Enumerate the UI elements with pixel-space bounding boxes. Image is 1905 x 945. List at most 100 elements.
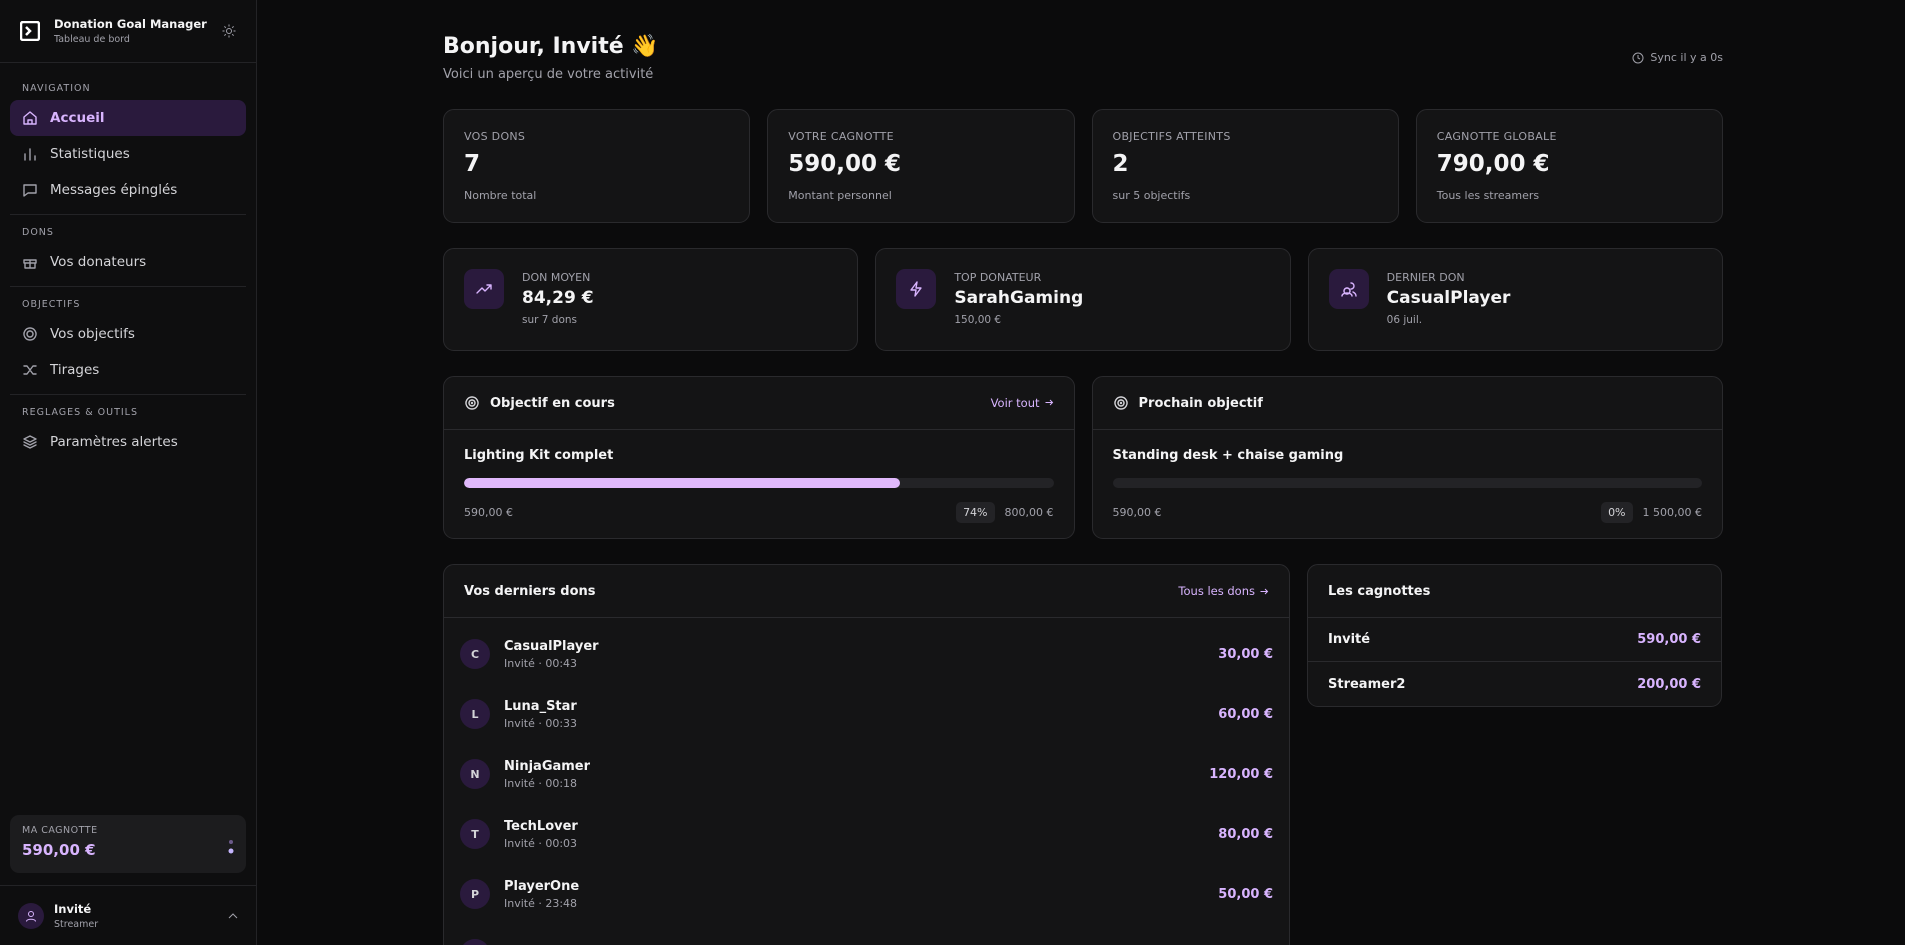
main: Bonjour, Invité 👋 Voici un aperçu de vot… <box>257 0 1723 945</box>
nav-item[interactable]: Vos objectifs <box>10 316 246 352</box>
header: Bonjour, Invité 👋 Voici un aperçu de vot… <box>443 34 1723 109</box>
nav-item[interactable]: Paramètres alertes <box>10 424 246 460</box>
progress-track <box>1112 478 1702 488</box>
donation-list: C CasualPlayer Invité · 00:43 30,00 € L Luna_… <box>444 618 1289 945</box>
greeting: Bonjour, Invité 👋 <box>443 34 659 59</box>
nav-label: Statistiques <box>50 146 130 162</box>
icon <box>22 434 38 450</box>
navigation: NAVIGATION Accueil Statistiques Messages ép… <box>0 63 256 815</box>
wallet-amount: 590,00 € <box>22 841 96 859</box>
highlight-card: DON MOYEN 84,29 € sur 7 dons <box>443 248 859 351</box>
progress-track <box>464 478 1054 488</box>
donation: C CasualPlayer Invité · 00:43 30,00 € <box>444 624 1289 684</box>
nav-label: Vos objectifs <box>50 326 135 342</box>
pots-card: Les cagnottes Invité 590,00 € Streamer2 200… <box>1307 564 1722 707</box>
donor-initial: C <box>460 639 490 669</box>
stat-card: VOTRE CAGNOTTE 590,00 € Montant personnel <box>767 109 1075 223</box>
donor-name: CasualPlayer <box>504 638 599 654</box>
pot-amount: 590,00 € <box>1637 632 1701 647</box>
donor-name: TechLover <box>504 818 578 834</box>
nav-label: Paramètres alertes <box>50 434 178 450</box>
highlight-card: DERNIER DON CasualPlayer 06 juil. <box>1307 248 1723 351</box>
icon <box>476 281 492 297</box>
nav-item[interactable]: Tirages <box>10 352 246 388</box>
goal-current: 590,00 € <box>464 506 513 519</box>
wallet: MA CAGNOTTE 590,00 € <box>10 815 246 873</box>
greeting-text: Bonjour, Invité <box>443 34 624 59</box>
user-name: Invité <box>54 901 92 916</box>
brand-title: Donation Goal Manager <box>54 17 207 31</box>
highlight-label: TOP DONATEUR <box>954 271 1042 284</box>
theme-toggle[interactable] <box>222 24 236 38</box>
link-text: Tous les dons <box>1178 584 1255 598</box>
pot-amount: 200,00 € <box>1637 676 1701 692</box>
icon <box>22 326 38 342</box>
donation-amount: 50,00 € <box>1218 886 1273 902</box>
card-title: Les cagnottes <box>1328 583 1431 599</box>
highlight-sub: 150,00 € <box>954 314 1002 326</box>
donation-amount: 80,00 € <box>1218 826 1273 842</box>
icon <box>464 395 480 411</box>
nav-item[interactable]: Messages épinglés <box>10 172 246 208</box>
highlight-icon <box>1328 269 1369 309</box>
stat-sub: Tous les streamers <box>1436 189 1540 202</box>
brand: Donation Goal Manager Tableau de bord <box>0 0 256 63</box>
donor-initial: P <box>460 879 490 909</box>
user[interactable]: Invité Streamer <box>0 885 256 945</box>
nav-item[interactable]: Statistiques <box>10 136 246 172</box>
highlight-text: TOP DONATEUR SarahGaming 150,00 € <box>954 269 1083 330</box>
donation: N NinjaGamer Invité · 00:18 120,00 € <box>444 744 1289 804</box>
header-subtitle: Voici un aperçu de votre activité <box>443 67 654 82</box>
goal-percent: 0% <box>1601 502 1633 523</box>
icon <box>22 110 38 126</box>
icon <box>908 281 924 297</box>
card-header: Objectif en cours Voir tout <box>444 377 1074 430</box>
nav-section: OBJECTIFS Vos objectifs Tirages <box>10 287 246 395</box>
donation-amount: 120,00 € <box>1209 766 1273 782</box>
logo <box>20 21 40 41</box>
donor-name: PlayerOne <box>504 878 580 894</box>
nav-label: Accueil <box>50 110 105 126</box>
icon <box>1340 281 1357 297</box>
donor-initial: T <box>460 819 490 849</box>
nav-section-title: DONS <box>22 227 54 238</box>
icon <box>22 182 38 198</box>
nav-item[interactable]: Vos donateurs <box>10 244 246 280</box>
goal-name: Standing desk + chaise gaming <box>1112 448 1344 463</box>
stat-card: CAGNOTTE GLOBALE 790,00 € Tous les streame… <box>1415 109 1723 223</box>
stats-row: VOS DONS 7 Nombre total VOTRE CAGNOTTE 590,0… <box>443 109 1723 223</box>
pot-list: Invité 590,00 € Streamer2 200,00 € <box>1308 618 1721 706</box>
goal-link[interactable]: Voir tout <box>991 396 1054 410</box>
highlight-value: 84,29 € <box>522 288 594 308</box>
brand-subtitle: Tableau de bord <box>54 34 130 45</box>
donation: P PlayerOne Invité · 23:48 50,00 € <box>444 864 1289 924</box>
progress-fill <box>464 478 901 488</box>
donor-text: Luna_Star Invité · 00:33 <box>504 699 577 730</box>
stat-sub: sur 5 objectifs <box>1112 189 1191 202</box>
donation-meta: Invité · 00:43 <box>504 656 578 670</box>
nav-item[interactable]: Accueil <box>10 100 246 136</box>
nav-label: Messages épinglés <box>50 182 178 198</box>
user-menu-toggle[interactable] <box>228 912 238 919</box>
goal-body: Standing desk + chaise gaming 590,00 € 0% 1… <box>1093 430 1723 541</box>
nav-section: REGLAGES & OUTILS Paramètres alertes <box>10 395 246 466</box>
donor-text: CasualPlayer Invité · 00:43 <box>504 639 599 670</box>
all-donations-link[interactable]: Tous les dons <box>1178 584 1269 598</box>
highlight-card: TOP DONATEUR SarahGaming 150,00 € <box>875 248 1291 351</box>
bottom-row: Vos derniers dons Tous les dons C CasualP… <box>443 564 1723 945</box>
highlight-text: DERNIER DON CasualPlayer 06 juil. <box>1387 269 1511 330</box>
icon <box>22 254 38 270</box>
goal-card: Objectif en cours Voir tout Lighting Kit c… <box>443 376 1075 539</box>
highlight-icon <box>464 269 504 309</box>
donation-meta: Invité · 23:48 <box>504 896 578 910</box>
stat-label: VOTRE CAGNOTTE <box>788 130 894 143</box>
donor-text: NinjaGamer Invité · 00:18 <box>504 759 590 790</box>
wallet-indicator <box>228 840 234 854</box>
icon <box>22 146 38 162</box>
goal-footer: 590,00 € 0% 1 500,00 € <box>1113 502 1702 523</box>
sync-text: Sync il y a 0s <box>1650 51 1723 64</box>
nav-section: NAVIGATION Accueil Statistiques Messages ép… <box>10 71 246 215</box>
icon <box>1113 395 1129 411</box>
stat-value: 590,00 € <box>788 151 902 177</box>
donation-meta: Invité · 00:03 <box>504 836 578 850</box>
